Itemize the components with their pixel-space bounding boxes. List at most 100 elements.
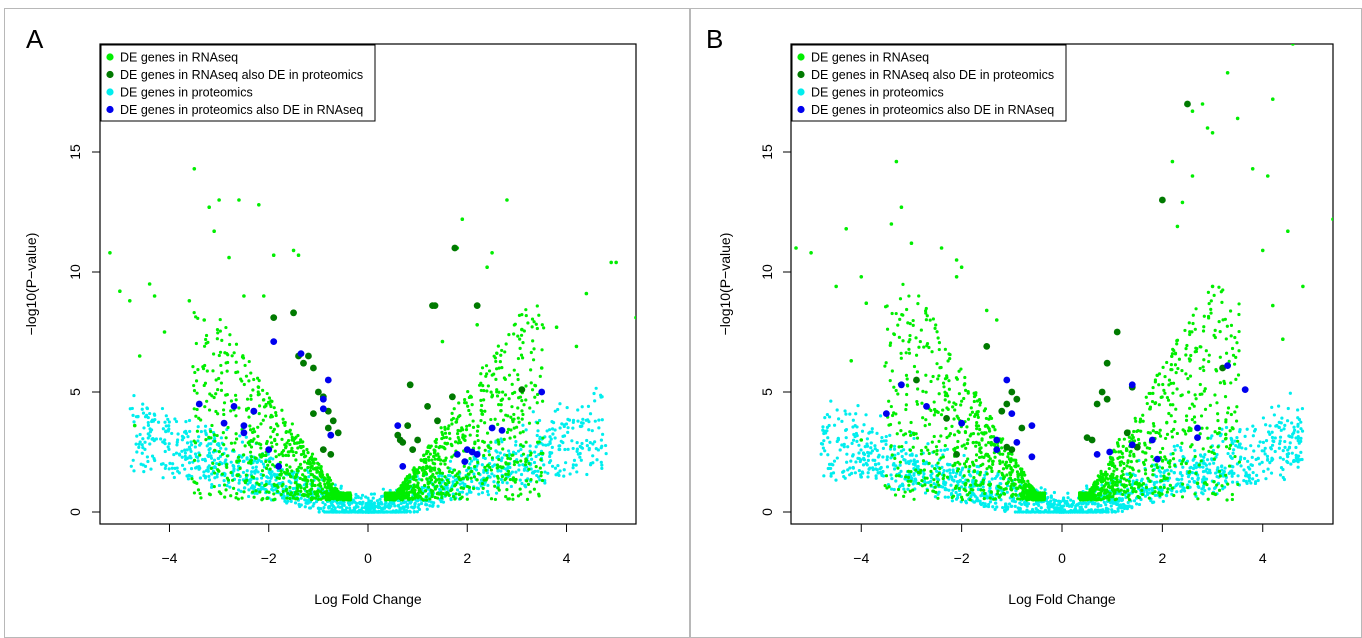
data-point bbox=[900, 482, 905, 486]
data-point bbox=[1173, 448, 1177, 452]
data-point bbox=[904, 407, 908, 412]
data-point bbox=[290, 446, 294, 450]
data-point bbox=[451, 480, 455, 484]
data-point bbox=[490, 472, 494, 476]
data-point bbox=[252, 430, 257, 434]
data-point bbox=[171, 462, 175, 466]
data-point bbox=[252, 470, 257, 474]
data-point bbox=[405, 485, 409, 489]
data-point bbox=[1169, 469, 1173, 473]
data-point bbox=[516, 334, 520, 338]
data-point bbox=[576, 408, 580, 412]
data-point bbox=[1288, 391, 1292, 395]
data-point bbox=[445, 442, 449, 446]
data-point bbox=[1233, 439, 1237, 443]
data-point bbox=[480, 491, 484, 495]
data-point bbox=[469, 459, 474, 463]
data-point bbox=[1238, 428, 1242, 432]
data-point bbox=[498, 451, 502, 455]
data-point bbox=[455, 488, 460, 492]
data-point bbox=[446, 473, 451, 478]
data-point bbox=[1220, 468, 1224, 472]
data-point bbox=[859, 448, 863, 452]
data-point bbox=[299, 489, 303, 493]
data-point bbox=[184, 420, 188, 424]
data-point bbox=[229, 460, 233, 464]
data-point bbox=[492, 354, 496, 358]
data-point bbox=[196, 316, 200, 320]
data-point bbox=[471, 419, 475, 423]
data-point bbox=[513, 480, 517, 484]
data-point bbox=[390, 510, 395, 514]
data-point bbox=[1193, 449, 1197, 453]
data-point bbox=[948, 463, 952, 467]
data-point bbox=[363, 510, 367, 514]
data-point bbox=[580, 441, 584, 446]
data-point bbox=[481, 486, 485, 491]
data-point bbox=[1172, 470, 1176, 475]
data-point bbox=[1140, 488, 1144, 492]
data-point bbox=[1023, 502, 1027, 506]
data-point bbox=[1278, 456, 1282, 460]
data-point bbox=[231, 478, 235, 482]
data-point bbox=[424, 489, 428, 493]
data-point bbox=[146, 420, 150, 425]
data-point bbox=[242, 453, 246, 457]
data-point bbox=[445, 486, 449, 490]
data-point bbox=[299, 452, 304, 457]
data-point bbox=[955, 496, 960, 500]
data-point bbox=[1152, 480, 1157, 485]
data-point bbox=[1278, 473, 1283, 477]
data-point bbox=[243, 486, 247, 490]
data-point bbox=[870, 427, 874, 431]
data-point bbox=[1243, 434, 1247, 438]
data-point bbox=[498, 465, 503, 469]
data-point bbox=[851, 466, 855, 470]
data-point bbox=[281, 417, 285, 421]
data-point bbox=[825, 413, 829, 417]
data-point bbox=[287, 479, 291, 484]
data-point bbox=[1128, 482, 1132, 487]
data-point bbox=[412, 510, 416, 514]
data-point bbox=[1251, 434, 1255, 438]
data-point bbox=[463, 398, 467, 402]
data-point bbox=[974, 440, 978, 444]
data-point bbox=[534, 454, 538, 459]
data-point bbox=[841, 470, 845, 474]
data-point bbox=[862, 458, 866, 462]
data-point bbox=[884, 474, 889, 478]
data-point bbox=[393, 493, 397, 497]
data-point bbox=[440, 495, 444, 500]
data-point bbox=[1209, 436, 1213, 440]
data-point bbox=[327, 431, 335, 439]
data-point bbox=[1269, 471, 1274, 475]
data-point bbox=[408, 510, 412, 514]
data-point bbox=[993, 455, 997, 459]
data-point bbox=[851, 418, 855, 422]
data-point bbox=[163, 466, 167, 470]
data-point bbox=[433, 468, 437, 472]
data-point bbox=[908, 453, 912, 457]
data-point bbox=[228, 342, 232, 347]
data-point bbox=[1066, 496, 1070, 500]
data-point bbox=[183, 448, 187, 452]
data-point bbox=[457, 438, 461, 442]
data-point bbox=[444, 482, 448, 487]
data-point bbox=[969, 406, 973, 410]
data-point bbox=[213, 448, 217, 452]
data-point bbox=[904, 440, 908, 445]
data-point bbox=[882, 439, 886, 443]
data-point bbox=[1132, 499, 1137, 503]
data-point bbox=[254, 465, 258, 469]
data-point bbox=[1230, 474, 1234, 478]
data-point bbox=[298, 440, 303, 444]
data-point bbox=[904, 452, 908, 456]
data-point bbox=[1079, 505, 1083, 509]
data-point bbox=[548, 452, 552, 456]
data-point bbox=[357, 501, 361, 505]
data-point bbox=[152, 438, 157, 442]
data-point bbox=[146, 459, 150, 464]
data-point bbox=[932, 478, 936, 482]
data-point bbox=[496, 438, 500, 442]
data-point bbox=[1166, 398, 1171, 402]
